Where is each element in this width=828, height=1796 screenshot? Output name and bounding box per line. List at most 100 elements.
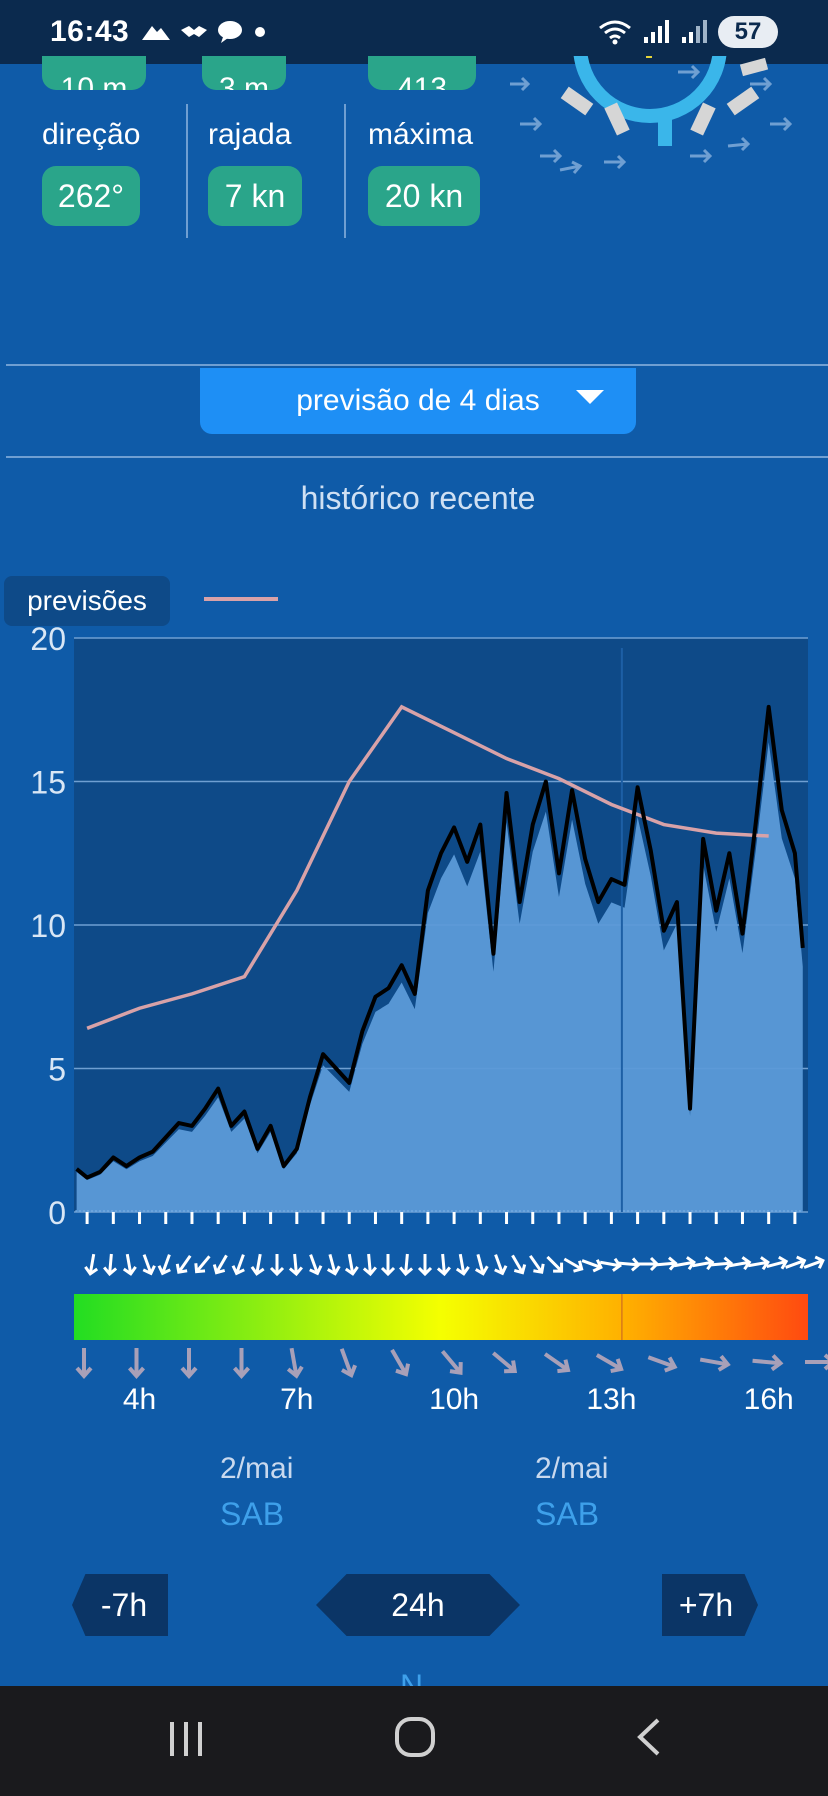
x-tick-label: 16h [743, 1383, 794, 1416]
wind-direction-arrow [494, 1254, 508, 1276]
max-value-badge: 20 kn [368, 166, 480, 226]
forecast-direction-arrow [339, 1348, 357, 1379]
wind-direction-arrow [546, 1255, 564, 1273]
chat-bubble-icon [218, 21, 243, 43]
wind-direction-arrow [122, 1253, 137, 1276]
x-tick-label: 7h [280, 1383, 314, 1416]
wind-direction-arrow [194, 1255, 211, 1274]
wind-history-chart: 0 5 10 15 20 [30, 621, 828, 1380]
legend-forecast-toggle[interactable]: previsões [4, 576, 170, 626]
wind-direction-arrow [803, 1255, 825, 1269]
wind-direction-arrow [231, 1254, 245, 1276]
forecast-direction-arrow [543, 1352, 571, 1374]
forecast-direction-arrow [286, 1347, 304, 1379]
wind-direction-arrow [474, 1253, 489, 1276]
forecast-direction-arrow [75, 1348, 93, 1380]
wind-direction-arrow [212, 1254, 228, 1275]
wind-direction-arrow [529, 1254, 545, 1274]
wind-direction-arrow [710, 1256, 734, 1271]
x-tick-label: 4h [122, 1383, 157, 1416]
wind-direction-arrow [455, 1253, 470, 1276]
date-block-left: 2/mai SAB [220, 1452, 293, 1533]
wind-direction-arrow [250, 1253, 265, 1276]
wind-direction-arrow [309, 1254, 323, 1276]
wind-direction-arrow [655, 1256, 678, 1271]
wind-direction-arrow [142, 1254, 156, 1276]
wind-direction-arrow [344, 1253, 359, 1276]
signal-icon [682, 20, 707, 43]
weekday-label: SAB [535, 1496, 600, 1532]
status-time: 16:43 [50, 15, 130, 48]
forecast-direction-arrow [805, 1353, 828, 1371]
wind-direction-arrow [729, 1256, 752, 1271]
section-divider [6, 456, 828, 458]
status-right-icons: 57 [598, 16, 778, 48]
forecast-direction-arrow [699, 1354, 731, 1372]
wind-direction-arrow [511, 1254, 527, 1275]
wind-direction-arrow [380, 1254, 396, 1277]
wind-direction-arrow [103, 1253, 118, 1277]
wind-color-scale [74, 1294, 808, 1340]
wifi-icon [599, 20, 631, 45]
stat-label-direction: direção [42, 118, 141, 151]
date-label: 2/mai [220, 1452, 294, 1485]
stat-partial-pill-3: 413 [368, 56, 476, 90]
battery-level: 57 [734, 18, 762, 45]
prev-7h-button[interactable]: -7h [72, 1574, 168, 1636]
stat-divider [344, 104, 346, 238]
wind-speed-line [75, 704, 805, 1180]
forecast-direction-arrow [440, 1349, 463, 1376]
wind-direction-arrow [326, 1253, 341, 1276]
wind-direction-arrow [84, 1253, 99, 1276]
wind-direction-arrow [269, 1254, 285, 1277]
wind-direction-arrow [399, 1253, 414, 1277]
section-divider [6, 364, 828, 366]
forecast-dropdown[interactable]: previsão de 4 dias [200, 368, 636, 434]
stat-label-max: máxima [368, 118, 474, 151]
stat-partial-pill-1: 10 m [42, 56, 146, 90]
legend-forecast-label: previsões [27, 585, 147, 616]
forecast-direction-arrow [491, 1351, 518, 1374]
y-tick-label: 5 [48, 1052, 66, 1088]
wind-direction-arrow [637, 1256, 660, 1272]
wind-direction-arrow [692, 1256, 715, 1271]
forecast-direction-arrow [127, 1348, 146, 1380]
forecast-direction-arrow [752, 1354, 784, 1372]
forecast-direction-arrow [390, 1348, 411, 1377]
wind-direction-arrow [581, 1259, 603, 1273]
x-tick-label: 10h [429, 1383, 480, 1416]
gust-value-badge: 7 kn [208, 166, 302, 226]
stat-label-gust: rajada [208, 118, 292, 151]
wind-direction-arrow [436, 1253, 451, 1277]
wind-direction-arrow [563, 1257, 584, 1273]
section-title: histórico recente [300, 480, 536, 516]
next-7h-button[interactable]: +7h [662, 1574, 758, 1636]
stat-partial-pill-2: 3 m [202, 56, 286, 90]
home-icon[interactable] [394, 1716, 436, 1758]
direction-value-badge: 262° [42, 166, 140, 226]
legend-forecast-line [204, 597, 278, 601]
wind-direction-arrow [175, 1254, 192, 1274]
date-label: 2/mai [535, 1452, 609, 1485]
wind-direction-arrow [417, 1254, 433, 1277]
date-block-right: 2/mai SAB [535, 1452, 608, 1533]
wind-direction-arrow [599, 1257, 622, 1272]
y-tick-label: 10 [30, 908, 66, 944]
forecast-direction-arrow [595, 1353, 624, 1374]
back-icon[interactable] [632, 1716, 664, 1758]
wind-compass-graphic [510, 56, 793, 174]
wind-direction-arrow [362, 1253, 377, 1277]
chevron-down-icon [576, 390, 604, 404]
wind-direction-arrow [747, 1256, 770, 1271]
y-tick-label: 20 [30, 621, 66, 657]
forecast-line [86, 704, 769, 1030]
battery-indicator: 57 [718, 16, 778, 48]
wind-direction-arrow [673, 1256, 696, 1271]
recents-icon[interactable] [166, 1718, 206, 1758]
handshake-icon [181, 26, 208, 37]
dot-icon [255, 27, 266, 37]
forecast-dropdown-label: previsão de 4 dias [296, 384, 540, 417]
status-bar: 16:43 57 [0, 0, 828, 64]
range-24h-button[interactable]: 24h [316, 1574, 520, 1636]
forecast-direction-arrow [647, 1355, 678, 1373]
